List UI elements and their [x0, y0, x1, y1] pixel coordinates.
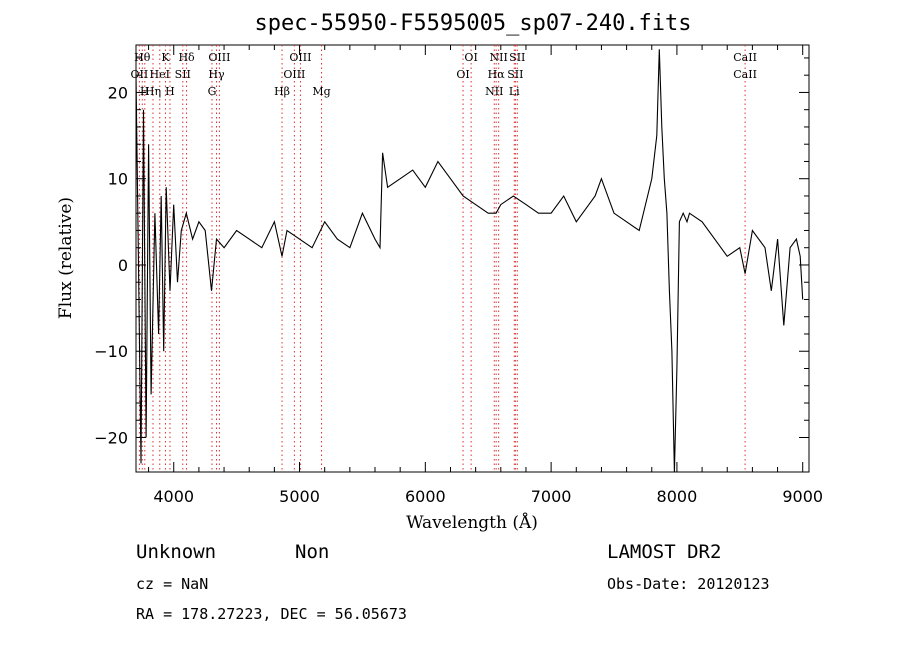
- marker-label-23: SII: [509, 51, 525, 64]
- marker-label-15: Mg: [312, 85, 330, 98]
- x-tick-label-1: 5000: [279, 487, 320, 506]
- marker-label-3: Hη: [145, 85, 161, 98]
- y-tick-label-4: 20: [108, 83, 128, 102]
- marker-label-10: Hγ: [208, 68, 225, 81]
- marker-label-21: Li: [509, 85, 520, 98]
- cz-value: cz = NaN: [136, 575, 208, 593]
- survey-label: LAMOST DR2: [607, 541, 721, 563]
- marker-label-5: K: [161, 51, 170, 64]
- marker-label-1: Hθ: [134, 51, 151, 64]
- marker-label-0: OII: [131, 68, 149, 81]
- marker-label-22: SII: [507, 68, 523, 81]
- marker-label-7: SII: [175, 68, 191, 81]
- x-axis-label: Wavelength (Å): [406, 512, 538, 533]
- chart-title: spec-55950-F5595005_sp07-240.fits: [254, 11, 691, 36]
- subclass-label: Non: [295, 541, 329, 563]
- marker-label-18: NII: [485, 85, 503, 98]
- x-tick-label-0: 4000: [153, 487, 194, 506]
- marker-label-11: OIII: [208, 51, 230, 64]
- y-tick-label-0: −20: [94, 428, 128, 447]
- y-tick-label-3: 10: [108, 170, 128, 189]
- y-axis-ticks: −20 −10 0 10 20: [94, 57, 809, 447]
- plot-frame: [135, 44, 810, 473]
- class-label: Unknown: [136, 541, 216, 563]
- x-tick-label-2: 6000: [405, 487, 446, 506]
- marker-label-8: Hδ: [178, 51, 195, 64]
- spectrum-series: [135, 49, 804, 473]
- marker-label-19: Hα: [488, 68, 506, 81]
- marker-label-14: OIII: [289, 51, 311, 64]
- spectral-line-markers: [138, 45, 746, 472]
- coordinates: RA = 178.27223, DEC = 56.05673: [136, 605, 407, 623]
- x-tick-label-4: 8000: [657, 487, 698, 506]
- x-axis-ticks: 4000 5000 6000 7000 8000 9000: [148, 45, 823, 506]
- marker-label-6: H: [165, 85, 175, 98]
- y-axis-label: Flux (relative): [56, 197, 76, 319]
- marker-label-13: OIII: [283, 68, 305, 81]
- obs-date: Obs-Date: 20120123: [607, 575, 770, 593]
- y-tick-label-2: 0: [118, 256, 128, 275]
- marker-label-9: G: [208, 85, 217, 98]
- marker-label-20: NII: [490, 51, 508, 64]
- y-tick-label-1: −10: [94, 342, 128, 361]
- x-tick-label-3: 7000: [531, 487, 572, 506]
- spectrum-line: [135, 49, 804, 473]
- spectral-line-labels: OIIHθHHηHeIKHSIIHδGHγOIIIHβOIIIOIIIMgOIO…: [131, 51, 757, 98]
- marker-label-12: Hβ: [274, 85, 290, 98]
- marker-label-25: CaII: [733, 68, 757, 81]
- x-tick-label-5: 9000: [782, 487, 823, 506]
- marker-label-16: OI: [456, 68, 469, 81]
- marker-label-4: HeI: [150, 68, 170, 81]
- marker-label-2: H: [140, 85, 150, 98]
- marker-label-17: OI: [464, 51, 477, 64]
- marker-label-24: CaII: [733, 51, 757, 64]
